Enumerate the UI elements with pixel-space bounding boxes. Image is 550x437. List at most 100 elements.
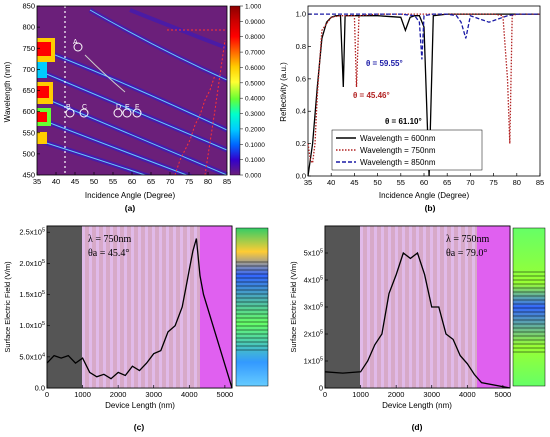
layer-stripe [138,226,141,388]
panel-b: 35 40 45 50 55 60 65 70 75 80 85 0.0 0.2 0.4 0.6 0.8 1.0… [279,5,544,213]
layer-stripe [96,226,99,388]
colorbar-tick-label: 0.000 [245,173,262,180]
y-tick-label: 5x105 [304,249,323,258]
layer-stripe [409,226,412,388]
y-tick-label: 3x105 [304,303,323,312]
x-tick-label: 85 [536,178,544,187]
label-F: F [135,104,139,111]
layer-stripe [423,226,426,388]
layer-stripe [117,226,120,388]
x-tick-label: 5000 [495,390,512,399]
layer-stripe [103,226,106,388]
mode-line [89,9,227,81]
annotation-theta-4546: θ = 45.46° [353,91,390,100]
colorbar-tick-label: 0.8000 [245,34,265,41]
panel-c: 0 1000 2000 3000 4000 5000 0.0 5.0x104 1.0x105 1.… [3,225,269,432]
colorbar-tick-label: 0.3000 [245,111,265,118]
red-dotted-curve [174,74,216,175]
x-tick-label: 35 [33,177,41,186]
y-tick-label: 0.2 [296,139,306,148]
theta-label-d: θa = 79.0° [446,248,487,259]
red-dotted-curve [204,39,226,175]
colorbar-tick-label: 0.6000 [245,65,265,72]
layer-stripe [360,226,363,388]
x-tick-label: 1000 [74,390,91,399]
marker-circle-C [79,108,89,118]
y-tick-label: 850 [22,2,35,11]
marker-circle-D [113,108,123,118]
colorbar-tick-label: 0.4000 [245,96,265,103]
legend-label-750: Wavelength = 750nm [360,146,436,155]
y-tick-label: 0.6 [296,74,306,83]
x-tick-label: 80 [204,177,212,186]
x-tick-label: 50 [90,177,98,186]
label-D: D [116,104,121,111]
y-tick-label: 700 [22,65,35,74]
caption-a: (a) [125,203,136,213]
axis-c: 0 1000 2000 3000 4000 5000 0.0 5.0x104 1.0x105 1.… [19,228,233,399]
layer-stripe [451,226,454,388]
caption-c: (c) [134,422,145,432]
series-d [324,251,511,389]
x-tick-label: 3000 [145,390,162,399]
layer-stripe [472,226,475,388]
legend-label-600: Wavelength = 600nm [360,134,436,143]
ylabel-b: Reflectivity (a.u.) [279,62,288,122]
layer-stripe [124,226,127,388]
series-b [307,13,540,177]
x-tick-label: 45 [71,177,79,186]
panel-d: 0 1000 2000 3000 4000 5000 0 1x105 2x105 3x105 4x1… [289,225,546,432]
y-tick-label: 500 [22,149,35,158]
colorbar-tick-label: 0.2000 [245,126,265,133]
x-tick-label: 60 [420,178,428,187]
ylabel-c: Surface Electric Field (V/m) [3,261,12,353]
legend-label-850: Wavelength = 850nm [360,158,436,167]
layer-stripe [395,226,398,388]
ylabel-a: Wavelength (nm) [3,61,12,122]
layer-stripes-c [82,226,197,388]
y-tick-label: 600 [22,107,35,116]
label-A: A [73,39,78,46]
annotation-theta-5955: θ = 59.55° [366,59,403,68]
annotation-arrow [84,54,126,93]
x-tick-label: 5000 [217,390,234,399]
layer-stripe [159,226,162,388]
lambda-label-c: λ = 750nm [88,234,131,245]
x-tick-label: 4000 [181,390,198,399]
hot-spot [37,42,51,56]
y-tick-label: 1x105 [304,357,323,366]
heatmap-bands [37,6,227,175]
colorbar-tick-label: 0.5000 [245,80,265,87]
x-tick-label: 70 [166,177,174,186]
substrate-region-d [325,226,360,388]
series-c [46,238,233,389]
y-tick-label: 1.5x105 [19,290,45,299]
inset-layers-d [513,271,545,353]
layer-stripe [388,226,391,388]
cover-region-c [200,226,232,388]
layer-stripe [194,226,197,388]
x-tick-label: 80 [513,178,521,187]
x-tick-label: 40 [52,177,60,186]
field-inset-c [235,227,269,387]
mode-line [37,94,227,175]
series-line [46,238,233,389]
cover-region-d [477,226,510,388]
y-tick-label: 650 [22,86,35,95]
label-E: E [125,104,130,111]
series-line [307,13,540,165]
y-tick-label: 0.0 [35,384,45,393]
y-tick-label: 0.8 [296,42,306,51]
xlabel-d: Device Length (nm) [382,401,452,410]
caption-b: (b) [425,203,436,213]
layer-stripe [402,226,405,388]
x-tick-label: 2000 [388,390,405,399]
mode-line [37,117,189,175]
x-tick-label: 45 [350,178,358,187]
marker-circle-E [122,108,132,118]
x-tick-label: 75 [489,178,497,187]
x-tick-label: 35 [304,178,312,187]
inset-layers-c [236,261,268,351]
layer-stripe [367,226,370,388]
x-tick-label: 0 [45,390,49,399]
